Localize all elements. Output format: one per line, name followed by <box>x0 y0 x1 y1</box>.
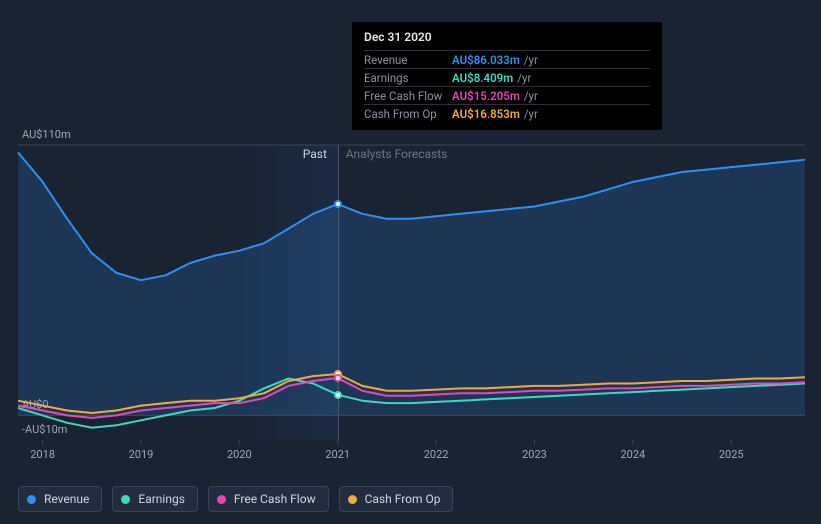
x-axis-tick: 2020 <box>227 448 252 461</box>
tooltip-row-value: AU$8.409m <box>452 71 513 85</box>
tooltip-row-suffix: /yr <box>524 107 538 121</box>
tooltip-date: Dec 31 2020 <box>364 30 650 44</box>
tooltip-row-value: AU$16.853m <box>452 107 520 121</box>
legend-item-revenue[interactable]: Revenue <box>18 486 102 512</box>
legend: Revenue Earnings Free Cash Flow Cash From O… <box>18 486 453 512</box>
legend-item-label: Earnings <box>138 492 185 506</box>
x-axis-tick: 2024 <box>620 448 645 461</box>
financial-forecast-chart: AU$110mAU$0-AU$10m Past Analysts Forecas… <box>0 0 821 524</box>
tooltip-row-label: Earnings <box>364 71 452 85</box>
tooltip-row: Cash From OpAU$16.853m/yr <box>364 104 650 122</box>
region-label-forecast: Analysts Forecasts <box>346 147 448 161</box>
y-axis-tick: AU$110m <box>22 128 71 141</box>
legend-item-cfo[interactable]: Cash From Op <box>339 486 454 512</box>
legend-item-label: Revenue <box>44 492 89 506</box>
x-axis-tick: 2022 <box>424 448 449 461</box>
tooltip-row-suffix: /yr <box>524 53 538 67</box>
tooltip-row: EarningsAU$8.409m/yr <box>364 68 650 86</box>
legend-dot-icon <box>27 495 36 504</box>
tooltip-row-suffix: /yr <box>517 71 531 85</box>
legend-item-earnings[interactable]: Earnings <box>112 486 198 512</box>
chart-svg <box>18 145 805 440</box>
legend-dot-icon <box>348 495 357 504</box>
legend-dot-icon <box>217 495 226 504</box>
x-axis-tick: 2018 <box>30 448 55 461</box>
legend-item-label: Free Cash Flow <box>234 492 316 506</box>
tooltip-row-label: Cash From Op <box>364 107 452 121</box>
tooltip-row: Free Cash FlowAU$15.205m/yr <box>364 86 650 104</box>
tooltip-row: RevenueAU$86.033m/yr <box>364 50 650 68</box>
tooltip-row-value: AU$15.205m <box>452 89 520 103</box>
marker-fcf <box>334 374 342 382</box>
x-axis-tick: 2025 <box>719 448 744 461</box>
x-axis-labels: 2018 2019 2020 2021 2022 2023 2024 2025 <box>0 448 821 468</box>
region-label-past: Past <box>303 147 327 161</box>
x-axis-tick: 2021 <box>325 448 350 461</box>
legend-item-fcf[interactable]: Free Cash Flow <box>208 486 329 512</box>
x-axis-tick: 2023 <box>522 448 547 461</box>
tooltip-row-value: AU$86.033m <box>452 53 520 67</box>
legend-dot-icon <box>121 495 130 504</box>
chart-plot-area[interactable] <box>18 145 805 440</box>
tooltip-row-label: Free Cash Flow <box>364 89 452 103</box>
marker-revenue <box>334 200 342 208</box>
marker-earnings <box>334 391 342 399</box>
legend-item-label: Cash From Op <box>365 492 441 506</box>
tooltip-row-suffix: /yr <box>524 89 538 103</box>
x-axis-tick: 2019 <box>129 448 154 461</box>
chart-tooltip: Dec 31 2020 RevenueAU$86.033m/yrEarnings… <box>352 22 662 130</box>
tooltip-row-label: Revenue <box>364 53 452 67</box>
